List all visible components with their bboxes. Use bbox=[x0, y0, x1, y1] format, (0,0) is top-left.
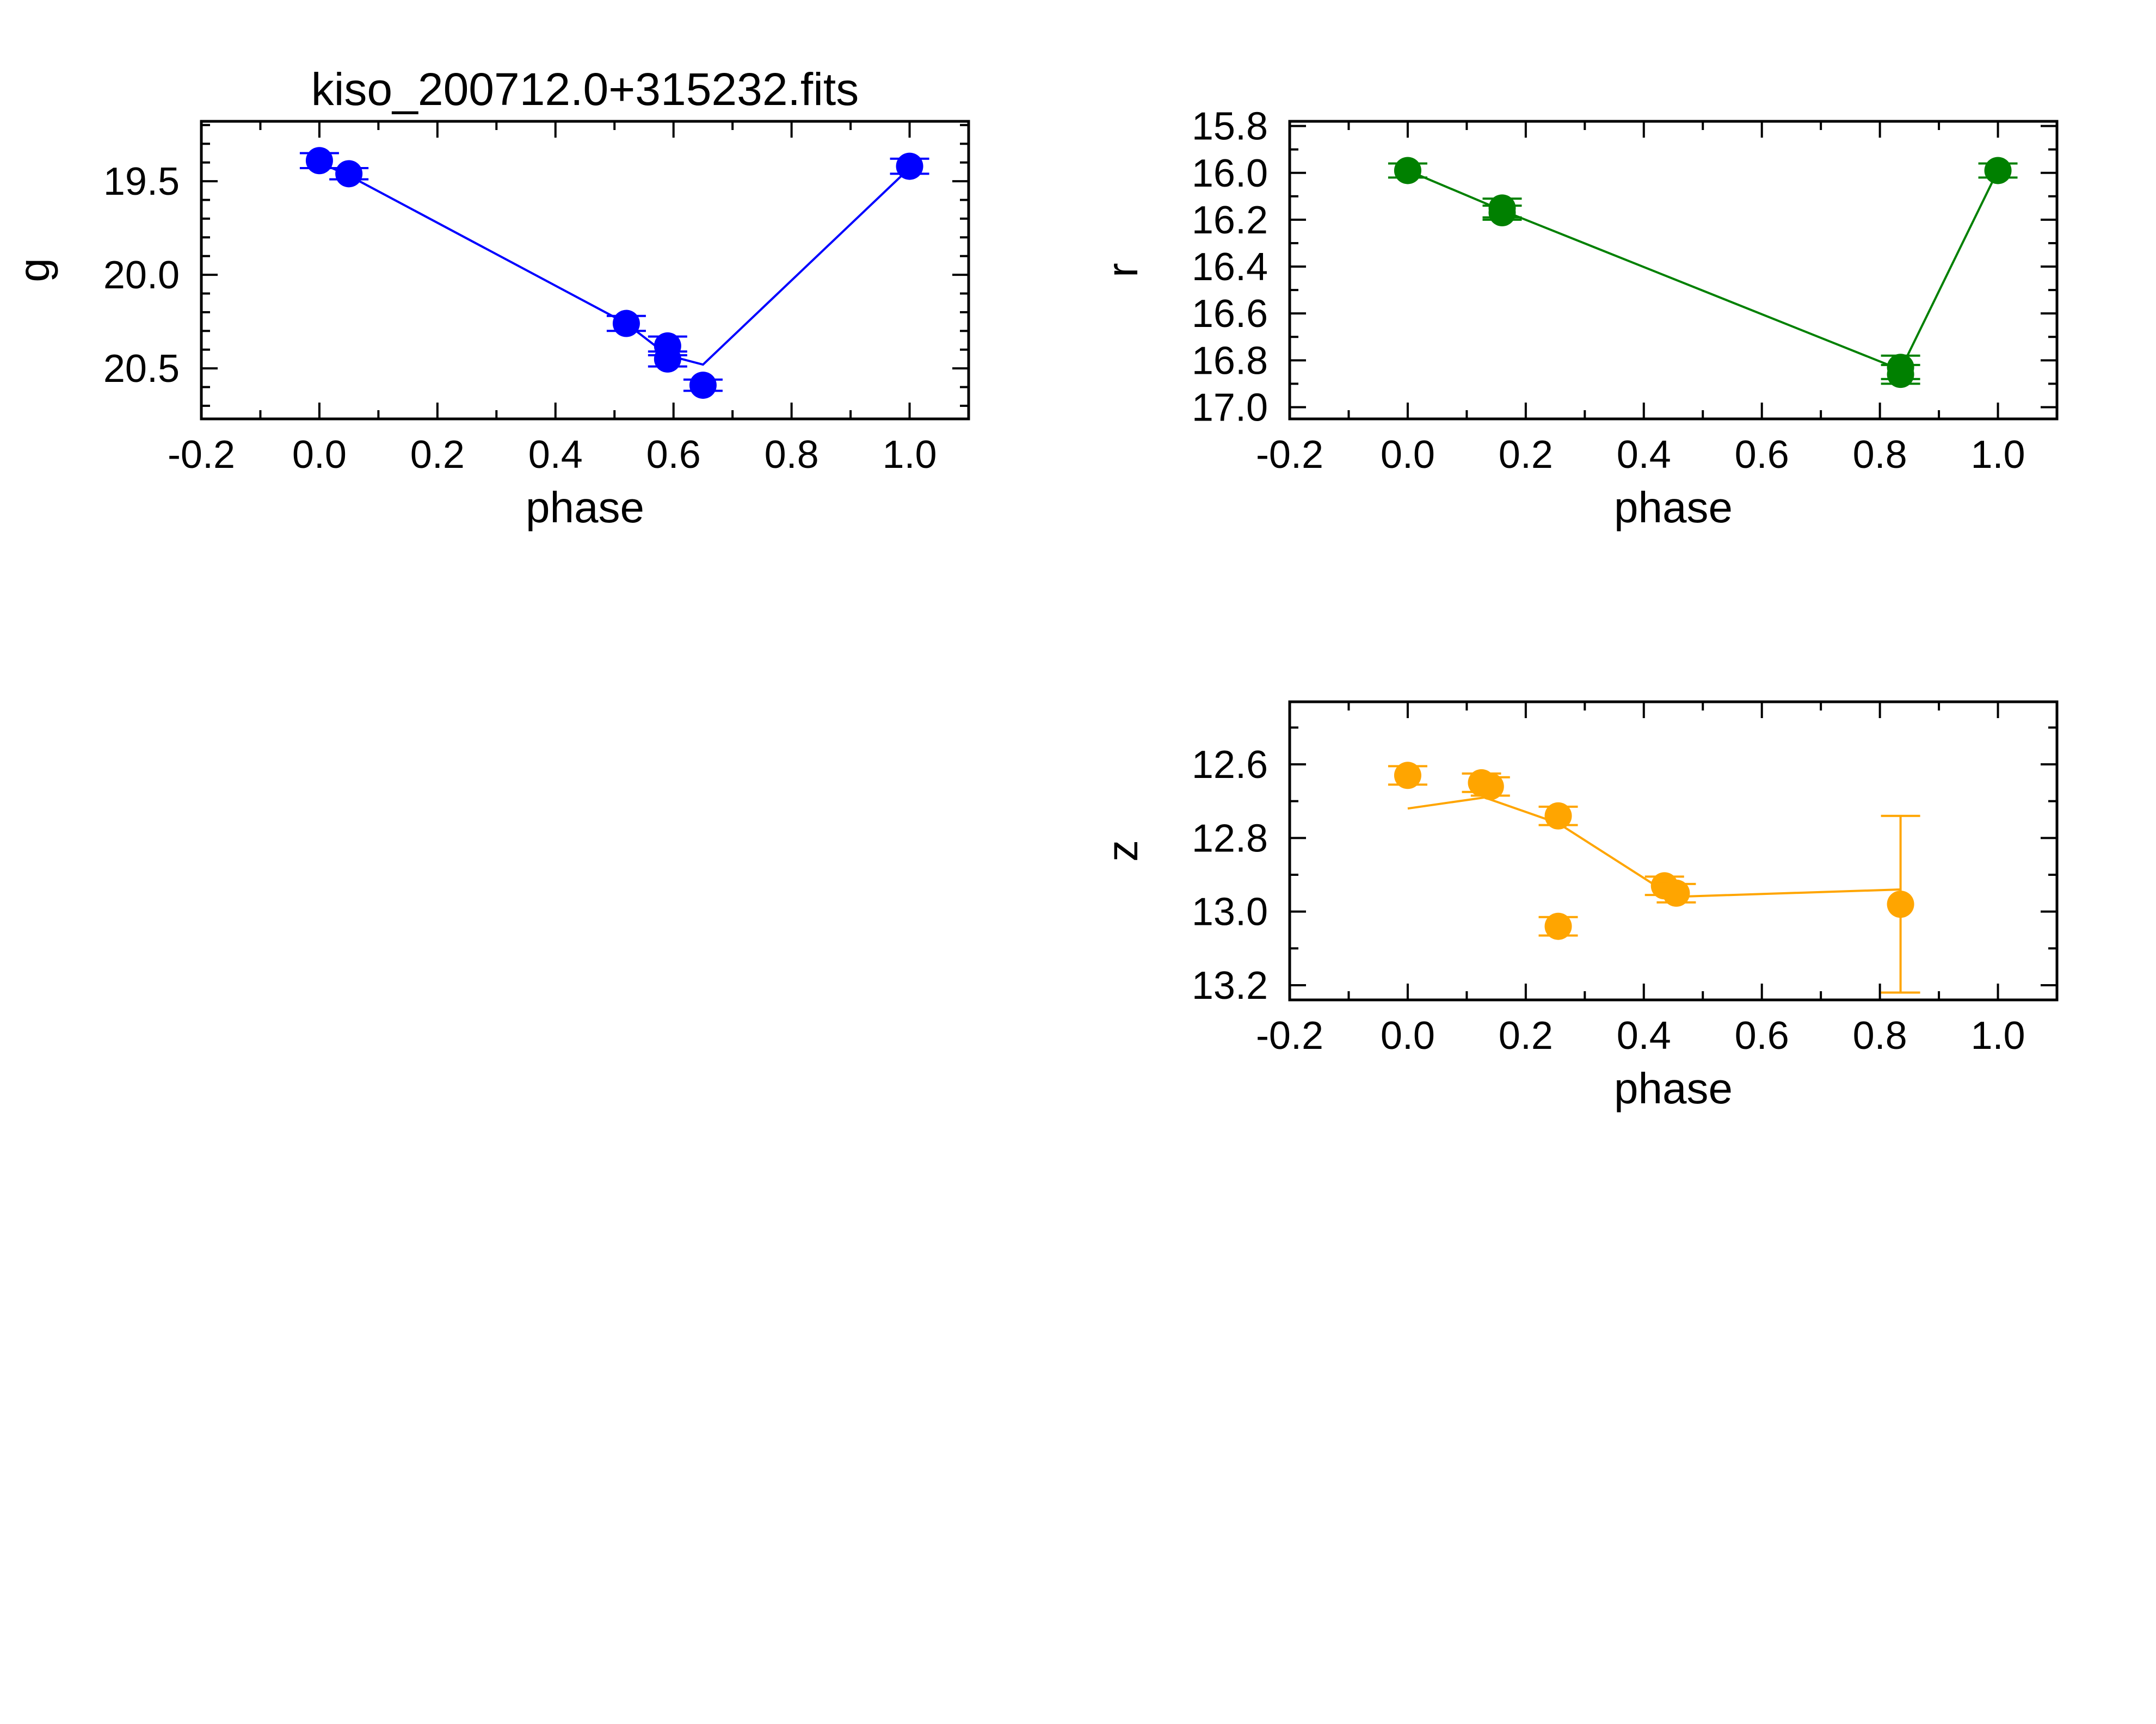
y-tick-label: 16.0 bbox=[1192, 152, 1268, 195]
data-point bbox=[612, 310, 640, 337]
data-point bbox=[1544, 802, 1572, 830]
x-tick-label: 0.0 bbox=[292, 433, 347, 477]
y-tick-label: 16.2 bbox=[1192, 199, 1268, 242]
x-tick-label: 0.4 bbox=[1617, 1014, 1671, 1058]
x-tick-label: -0.2 bbox=[1256, 1014, 1323, 1058]
data-point bbox=[1984, 157, 2012, 184]
x-tick-label: 0.8 bbox=[1853, 433, 1907, 477]
y-tick-label: 20.5 bbox=[103, 347, 180, 391]
y-axis-label: r bbox=[1098, 263, 1147, 277]
series-line bbox=[1407, 169, 1999, 372]
plot-frame bbox=[1288, 700, 2059, 1002]
y-axis-label: z bbox=[1098, 840, 1147, 862]
chart-panel-g: -0.2 0.0 0.2 0.4 0.6 0.8 1.0 19.5 20.0 20.5 phase g… bbox=[10, 64, 970, 532]
x-tick-label: 0.8 bbox=[1853, 1014, 1907, 1058]
x-tick-label: 0.6 bbox=[646, 433, 701, 477]
y-tick-label: 12.6 bbox=[1192, 743, 1268, 787]
y-tick-label: 12.8 bbox=[1192, 817, 1268, 860]
x-tick-label: 0.2 bbox=[410, 433, 465, 477]
x-tick-label: 1.0 bbox=[882, 433, 937, 477]
x-tick-label: -0.2 bbox=[1256, 433, 1323, 477]
y-tick-label: 13.0 bbox=[1192, 891, 1268, 934]
x-tick-label: 0.0 bbox=[1381, 433, 1435, 477]
x-tick-label: -0.2 bbox=[168, 433, 235, 477]
data-point bbox=[689, 372, 717, 399]
x-tick-label: 1.0 bbox=[1970, 433, 2025, 477]
data-point bbox=[1488, 199, 1516, 226]
data-point bbox=[1544, 912, 1572, 940]
data-point bbox=[654, 345, 681, 373]
x-tick-label: 0.0 bbox=[1381, 1014, 1435, 1058]
chart-title: kiso_200712.0+315232.fits bbox=[311, 64, 859, 115]
x-axis-label: phase bbox=[1614, 1064, 1733, 1113]
x-axis-label: phase bbox=[526, 483, 644, 532]
y-tick-label: 16.8 bbox=[1192, 339, 1268, 382]
x-tick-label: 0.2 bbox=[1499, 433, 1553, 477]
y-tick-label: 20.0 bbox=[103, 254, 180, 297]
y-tick-label: 17.0 bbox=[1192, 386, 1268, 429]
x-tick-label: 0.4 bbox=[1617, 433, 1671, 477]
data-point bbox=[1394, 157, 1421, 184]
plot-frame bbox=[200, 120, 970, 421]
chart-panel-r: -0.2 0.0 0.2 0.4 0.6 0.8 1.015.816.016.216.416… bbox=[1098, 105, 2059, 532]
data-point bbox=[1887, 361, 1914, 388]
data-point bbox=[896, 152, 923, 180]
chart-panel-z: -0.2 0.0 0.2 0.4 0.6 0.8 1.0 12.6 12.8 13.0 13.2 ph… bbox=[1098, 700, 2059, 1113]
x-tick-label: 0.4 bbox=[528, 433, 583, 477]
plot-frame bbox=[1288, 120, 2059, 421]
x-tick-label: 0.6 bbox=[1735, 433, 1789, 477]
y-tick-label: 16.4 bbox=[1192, 245, 1268, 289]
y-tick-label: 13.2 bbox=[1192, 964, 1268, 1008]
data-point bbox=[1662, 879, 1690, 907]
data-point bbox=[1476, 773, 1504, 800]
x-tick-label: 0.2 bbox=[1499, 1014, 1553, 1058]
x-tick-label: 0.6 bbox=[1735, 1014, 1789, 1058]
x-tick-label: 1.0 bbox=[1970, 1014, 2025, 1058]
data-point bbox=[305, 147, 333, 175]
data-point bbox=[1394, 762, 1421, 789]
y-tick-label: 15.8 bbox=[1192, 105, 1268, 149]
y-axis-label: g bbox=[10, 258, 58, 282]
y-tick-label: 19.5 bbox=[103, 160, 180, 203]
y-tick-label: 16.6 bbox=[1192, 292, 1268, 336]
data-point bbox=[1887, 891, 1914, 918]
x-axis-label: phase bbox=[1614, 483, 1733, 532]
x-tick-label: 0.8 bbox=[765, 433, 819, 477]
data-point bbox=[335, 160, 363, 188]
